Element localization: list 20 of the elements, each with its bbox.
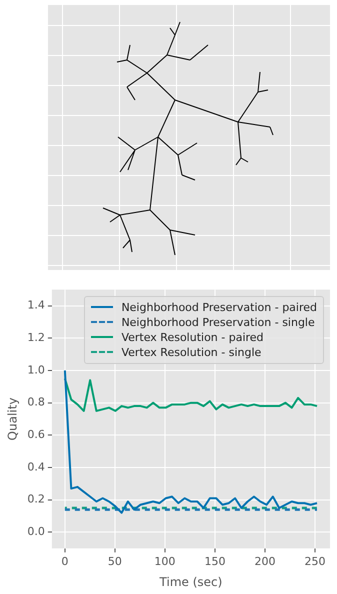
x-tick-label: 200 bbox=[254, 554, 276, 568]
x-tick-label: 250 bbox=[304, 554, 326, 568]
x-tick-label: 0 bbox=[61, 554, 68, 568]
x-tick-label: 50 bbox=[108, 554, 122, 568]
legend-label: Neighborhood Preservation - paired bbox=[121, 300, 317, 314]
y-axis-title: Quality bbox=[5, 398, 20, 440]
y-tick-label: 0.6 bbox=[27, 428, 45, 442]
x-tick-label: 150 bbox=[204, 554, 226, 568]
y-tick-label: 0.4 bbox=[27, 460, 45, 474]
legend-label: Vertex Resolution - single bbox=[121, 346, 262, 359]
legend-label: Vertex Resolution - paired bbox=[121, 330, 264, 344]
y-tick-label: 0.8 bbox=[27, 396, 45, 409]
y-tick-label: 0.0 bbox=[27, 525, 45, 538]
y-tick-label: 1.4 bbox=[27, 298, 45, 312]
y-tick-label: 1.0 bbox=[27, 363, 45, 376]
x-axis-title: Time (sec) bbox=[158, 574, 222, 589]
x-tick-label: 100 bbox=[154, 554, 176, 568]
legend-label: Neighborhood Preservation - single bbox=[121, 316, 315, 329]
y-tick-label: 0.2 bbox=[27, 492, 45, 506]
y-tick-label: 1.2 bbox=[27, 330, 45, 344]
